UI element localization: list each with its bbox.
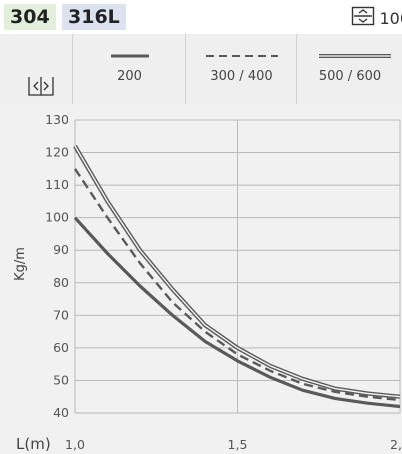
- x-axis-label: L(m): [16, 435, 51, 453]
- legend-item-500-600[interactable]: 500 / 600: [296, 34, 402, 104]
- x-tick-label: 2,0: [390, 437, 402, 452]
- badge-316l[interactable]: 316L: [62, 4, 126, 30]
- y-tick-label: 90: [53, 242, 69, 257]
- legend-item-200[interactable]: 200: [72, 34, 186, 104]
- y-tick-label: 70: [53, 307, 69, 322]
- y-tick-label: 130: [45, 112, 69, 127]
- badge-304[interactable]: 304: [4, 4, 56, 30]
- y-tick-labels: 130 120 110 100 90 80 70 60 50 40: [45, 112, 69, 420]
- legend-swatch-dashed: [206, 55, 278, 57]
- x-tick-label: 1,5: [228, 437, 248, 452]
- width-value: 100: [379, 8, 402, 28]
- legend-label-500-600: 500 / 600: [318, 69, 382, 84]
- y-tick-label: 60: [53, 340, 69, 355]
- width-box-icon: [351, 6, 375, 30]
- y-tick-label: 110: [45, 177, 69, 192]
- width-indicator: 100: [351, 6, 402, 30]
- header-bar: 304 316L 100: [0, 0, 402, 34]
- legend-label-300-400: 300 / 400: [210, 69, 273, 84]
- x-tick-labels: 1,0 1,5 2,0: [65, 437, 402, 452]
- y-tick-label: 120: [45, 145, 69, 160]
- y-tick-label: 100: [45, 210, 69, 225]
- legend-swatch-double: [319, 54, 391, 58]
- series-line-200: [73, 216, 401, 409]
- y-tick-label: 80: [53, 275, 69, 290]
- legend-item-300-400[interactable]: 300 / 400: [185, 34, 297, 104]
- y-axis-label: Kg/m: [13, 247, 28, 281]
- plot-area: [0, 104, 402, 454]
- curves: [73, 144, 401, 409]
- y-tick-label: 50: [53, 372, 69, 387]
- legend-panel: 200 300 / 400 500 / 600: [0, 34, 402, 104]
- y-tick-label: 40: [53, 405, 69, 420]
- legend-swatch-thick: [111, 54, 149, 58]
- series-line-300-400: [74, 168, 401, 402]
- series-line-500-600-inner: [74, 145, 401, 398]
- legend-width-cell: [0, 34, 72, 104]
- grid: [74, 119, 401, 414]
- legend-label-200: 200: [117, 69, 142, 84]
- x-tick-label: 1,0: [65, 437, 85, 452]
